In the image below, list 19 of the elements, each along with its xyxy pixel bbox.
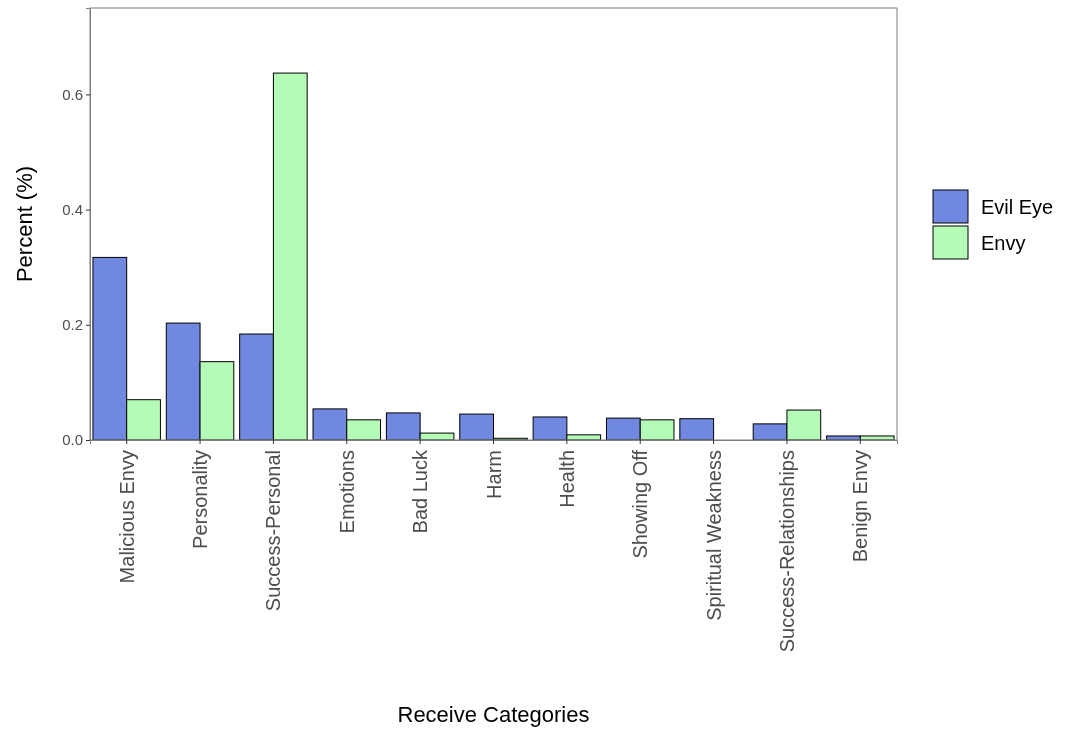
legend-label: Evil Eye bbox=[981, 196, 1054, 218]
y-tick-label: 0.4 bbox=[62, 200, 83, 218]
x-tick-label: Emotions bbox=[335, 450, 358, 534]
x-tick-label: Health bbox=[555, 450, 578, 508]
x-tick-label: Malicious Envy bbox=[115, 450, 138, 584]
y-tick-label: 0.0 bbox=[62, 431, 83, 449]
y-tick-label: 0.2 bbox=[62, 316, 83, 334]
x-tick-label: Success-Personal bbox=[262, 450, 285, 612]
y-axis-title: Percent (%) bbox=[12, 165, 37, 283]
legend-label: Envy bbox=[981, 232, 1026, 254]
x-tick-label: Spiritual Weakness bbox=[702, 450, 725, 621]
x-tick-label: Bad Luck bbox=[409, 449, 432, 534]
x-tick-label: Benign Envy bbox=[849, 450, 872, 563]
x-tick-label: Harm bbox=[482, 450, 505, 499]
x-tick-label: Personality bbox=[189, 450, 212, 549]
x-tick-label: Success-Relationships bbox=[775, 450, 798, 653]
x-axis-title: Receive Categories bbox=[397, 702, 590, 727]
x-tick-label: Showing Off bbox=[629, 449, 652, 559]
y-tick-label: 0.6 bbox=[62, 85, 83, 103]
